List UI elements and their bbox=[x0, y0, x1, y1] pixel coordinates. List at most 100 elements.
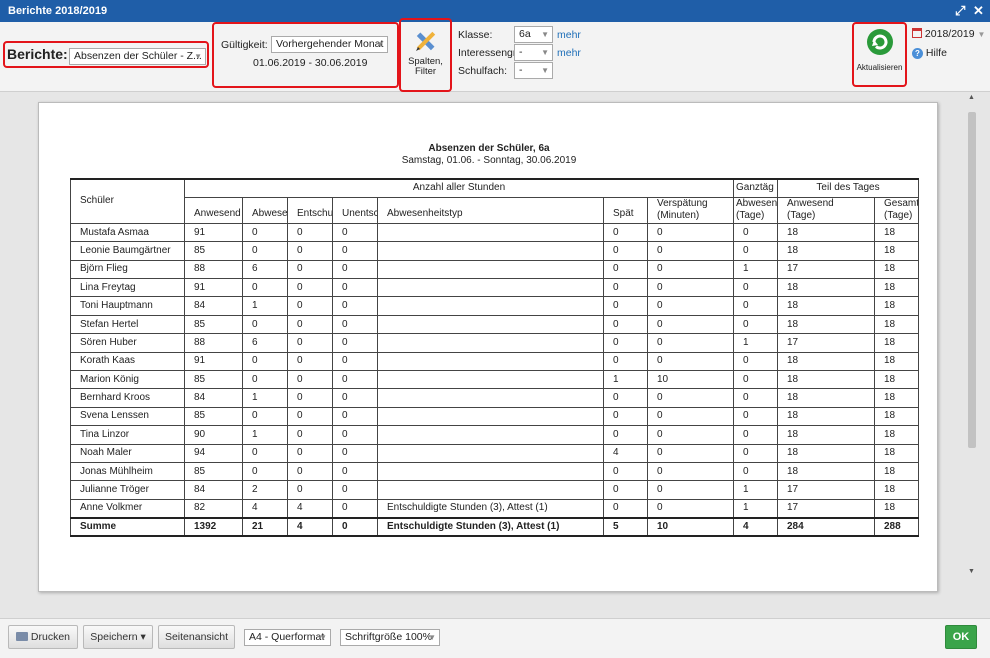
cell-verspaetung: 0 bbox=[647, 388, 734, 408]
table-row: Lina Freytag 91 0 0 0 0 0 0 18 18 bbox=[70, 278, 920, 298]
cell-entschuldigt: 0 bbox=[287, 296, 333, 316]
interessengruppe-mehr-link[interactable]: mehr bbox=[557, 47, 581, 59]
cell-schueler: Sören Huber bbox=[70, 333, 185, 353]
cell-verspaetung: 0 bbox=[647, 425, 734, 445]
cell-gt-abwesend: 0 bbox=[733, 425, 778, 445]
cell-gt-abwesend: 0 bbox=[733, 461, 778, 482]
ok-button[interactable]: OK bbox=[945, 625, 977, 649]
cell-spaet: 0 bbox=[603, 222, 648, 243]
cell-tt-anwesend: 18 bbox=[777, 388, 875, 408]
cell-gt-abwesend: 0 bbox=[733, 241, 778, 261]
cell-abwesenheitstyp bbox=[377, 222, 604, 243]
cell-gt-abwesend: 0 bbox=[733, 278, 778, 298]
klasse-select[interactable]: 6a ▼ bbox=[514, 26, 553, 43]
cell-abwesenheitstyp bbox=[377, 443, 604, 463]
cell-abwesend: 0 bbox=[242, 406, 288, 427]
cell-unentschuldigt: 0 bbox=[332, 259, 378, 280]
cell-spaet: 0 bbox=[603, 278, 648, 298]
spalten-filter-button[interactable]: Spalten, Filter bbox=[401, 22, 450, 88]
schriftgroesse-select[interactable]: Schriftgröße 100% ▼ bbox=[340, 629, 440, 646]
seitenansicht-button[interactable]: Seitenansicht bbox=[158, 625, 235, 649]
berichte-select[interactable]: Absenzen der Schüler - Z... ▼ bbox=[69, 48, 206, 65]
gueltigkeit-label: Gültigkeit: bbox=[221, 39, 268, 51]
col-tt-anwesend-line-2: (Tage) bbox=[787, 210, 816, 222]
col-tt-anwesend: Anwesend (Tage) bbox=[777, 196, 875, 224]
report-subtitle: Samstag, 01.06. - Sonntag, 30.06.2019 bbox=[401, 155, 577, 166]
cell-abwesenheitstyp bbox=[377, 333, 604, 353]
col-spaet: Spät bbox=[603, 196, 648, 224]
col-tt-anwesend-line-1: Anwesend bbox=[787, 198, 834, 210]
school-year-selector[interactable]: 2018/2019 ▼ bbox=[912, 28, 985, 40]
cell-abwesenheitstyp bbox=[377, 278, 604, 298]
interessengruppe-select[interactable]: - ▼ bbox=[514, 44, 553, 61]
cell-schueler: Toni Hauptmann bbox=[70, 296, 185, 316]
cell-anwesend: 91 bbox=[184, 351, 243, 372]
cell-tt-gesamt: 18 bbox=[873, 461, 920, 482]
cell-schueler: Stefan Hertel bbox=[70, 314, 185, 335]
cell-tt-gesamt: 18 bbox=[873, 351, 920, 372]
cell-unentschuldigt: 0 bbox=[332, 461, 378, 482]
cell-unentschuldigt: 0 bbox=[332, 480, 378, 500]
table-row: Anne Volkmer 82 4 4 0 Entschuldigte Stunden (… bbox=[70, 498, 920, 519]
cell-tt-gesamt: 18 bbox=[873, 314, 920, 335]
cell-spaet: 0 bbox=[603, 351, 648, 372]
cell-tt-anwesend: 17 bbox=[777, 480, 875, 500]
cell-tt-gesamt: 18 bbox=[873, 296, 920, 316]
cell-tt-gesamt: 18 bbox=[873, 278, 920, 298]
cell-schueler: Julianne Tröger bbox=[70, 480, 185, 500]
drucken-button[interactable]: Drucken bbox=[8, 625, 78, 649]
cell-abwesend: 0 bbox=[242, 461, 288, 482]
col-abwesend: Abwesend bbox=[242, 196, 288, 224]
col-schueler: Schüler bbox=[70, 177, 185, 224]
format-select[interactable]: A4 - Querformat ▼ bbox=[244, 629, 331, 646]
report-viewport[interactable]: Absenzen der Schüler, 6a Samstag, 01.06.… bbox=[0, 92, 990, 618]
hilfe-link[interactable]: ? Hilfe bbox=[912, 47, 947, 59]
cell-anwesend: 88 bbox=[184, 259, 243, 280]
cell-tt-anwesend: 18 bbox=[777, 314, 875, 335]
cell-unentschuldigt: 0 bbox=[332, 351, 378, 372]
cell-entschuldigt: 0 bbox=[287, 370, 333, 390]
table-row: Jonas Mühlheim 85 0 0 0 0 0 0 18 18 bbox=[70, 461, 920, 482]
cell-abwesend: 0 bbox=[242, 241, 288, 261]
chevron-down-icon: ▼ bbox=[428, 633, 436, 642]
expand-icon[interactable]: ⤢ bbox=[955, 3, 966, 18]
col-entschuldigt: Entschuldigt bbox=[287, 196, 333, 224]
cell-spaet: 0 bbox=[603, 259, 648, 280]
aktualisieren-button[interactable]: Aktualisieren bbox=[854, 24, 905, 84]
cell-gt-abwesend: 1 bbox=[733, 333, 778, 353]
scroll-up-icon[interactable]: ▲ bbox=[968, 94, 975, 101]
scroll-down-icon[interactable]: ▼ bbox=[968, 568, 975, 575]
berichte-label: Berichte: bbox=[7, 46, 68, 62]
schulfach-select[interactable]: - ▼ bbox=[514, 62, 553, 79]
spalten-filter-label-2: Filter bbox=[414, 66, 437, 77]
chevron-down-icon: ▼ bbox=[977, 30, 986, 39]
cell-tt-anwesend: 18 bbox=[777, 461, 875, 482]
cell-entschuldigt: 0 bbox=[287, 241, 333, 261]
cell-unentschuldigt: 0 bbox=[332, 498, 378, 519]
report-title: Absenzen der Schüler, 6a bbox=[428, 143, 550, 154]
cell-tt-gesamt: 18 bbox=[873, 333, 920, 353]
cell-spaet: 0 bbox=[603, 406, 648, 427]
cell-unentschuldigt: 0 bbox=[332, 370, 378, 390]
gueltigkeit-select[interactable]: Vorhergehender Monat ▼ bbox=[271, 36, 388, 53]
cell-abwesend: 0 bbox=[242, 278, 288, 298]
cell-tt-anwesend: 18 bbox=[777, 351, 875, 372]
cell-schueler: Björn Flieg bbox=[70, 259, 185, 280]
speichern-label: Speichern ▾ bbox=[90, 631, 146, 643]
close-icon[interactable]: ✕ bbox=[973, 3, 984, 18]
table-row: Björn Flieg 88 6 0 0 0 0 1 17 18 bbox=[70, 259, 920, 280]
cell-tt-anwesend: 18 bbox=[777, 406, 875, 427]
klasse-mehr-link[interactable]: mehr bbox=[557, 29, 581, 41]
cell-verspaetung: 0 bbox=[647, 351, 734, 372]
drucken-label: Drucken bbox=[30, 631, 71, 643]
cell-abwesend: 4 bbox=[242, 498, 288, 519]
cell-gt-abwesend: 0 bbox=[733, 370, 778, 390]
col-gt-abwesend-line-1: Abwesend bbox=[736, 198, 778, 210]
speichern-button[interactable]: Speichern ▾ bbox=[83, 625, 153, 649]
scrollbar-thumb[interactable] bbox=[968, 112, 976, 448]
sum-cell-abwesenheitstyp: Entschuldigte Stunden (3), Attest (1) bbox=[377, 516, 604, 538]
vertical-scrollbar[interactable]: ▲ ▼ bbox=[966, 94, 978, 582]
sum-cell-abwesend: 21 bbox=[242, 516, 288, 538]
cell-abwesend: 6 bbox=[242, 333, 288, 353]
interessengruppe-label: Interessengru bbox=[458, 47, 514, 59]
